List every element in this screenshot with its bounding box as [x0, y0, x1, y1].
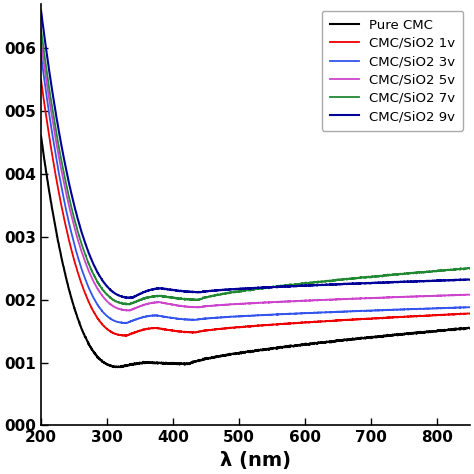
CMC/SiO2 1v: [376, 315, 382, 321]
CMC/SiO2 9v: [455, 277, 460, 283]
Pure CMC: [376, 334, 382, 339]
Line: CMC/SiO2 7v: CMC/SiO2 7v: [41, 29, 470, 304]
Pure CMC: [236, 350, 241, 356]
CMC/SiO2 3v: [376, 308, 382, 313]
CMC/SiO2 5v: [247, 301, 253, 306]
Legend: Pure CMC, CMC/SiO2 1v, CMC/SiO2 3v, CMC/SiO2 5v, CMC/SiO2 7v, CMC/SiO2 9v: Pure CMC, CMC/SiO2 1v, CMC/SiO2 3v, CMC/…: [322, 11, 463, 131]
Line: CMC/SiO2 3v: CMC/SiO2 3v: [41, 55, 470, 323]
CMC/SiO2 1v: [38, 77, 44, 82]
CMC/SiO2 3v: [455, 305, 460, 310]
CMC/SiO2 3v: [455, 305, 460, 310]
Line: CMC/SiO2 1v: CMC/SiO2 1v: [41, 80, 470, 336]
CMC/SiO2 5v: [376, 295, 382, 301]
CMC/SiO2 7v: [38, 27, 44, 32]
CMC/SiO2 5v: [467, 292, 473, 298]
CMC/SiO2 7v: [60, 165, 66, 171]
CMC/SiO2 3v: [123, 320, 129, 326]
Line: CMC/SiO2 5v: CMC/SiO2 5v: [41, 42, 470, 310]
CMC/SiO2 9v: [467, 277, 473, 283]
CMC/SiO2 1v: [455, 311, 460, 317]
X-axis label: λ (nm): λ (nm): [220, 451, 291, 470]
CMC/SiO2 7v: [455, 266, 460, 272]
Pure CMC: [455, 327, 460, 332]
CMC/SiO2 7v: [467, 265, 473, 271]
CMC/SiO2 1v: [455, 311, 460, 317]
Line: CMC/SiO2 9v: CMC/SiO2 9v: [41, 10, 470, 298]
CMC/SiO2 7v: [247, 287, 253, 293]
CMC/SiO2 1v: [123, 333, 129, 338]
CMC/SiO2 5v: [455, 292, 460, 298]
CMC/SiO2 9v: [38, 8, 44, 13]
CMC/SiO2 7v: [376, 273, 382, 279]
CMC/SiO2 5v: [127, 308, 132, 313]
CMC/SiO2 5v: [60, 175, 66, 181]
CMC/SiO2 7v: [455, 266, 460, 272]
CMC/SiO2 5v: [236, 301, 241, 307]
Pure CMC: [38, 133, 44, 139]
CMC/SiO2 3v: [247, 313, 253, 319]
CMC/SiO2 1v: [60, 210, 66, 216]
Pure CMC: [467, 325, 473, 331]
CMC/SiO2 3v: [60, 191, 66, 197]
Pure CMC: [247, 349, 253, 355]
Pure CMC: [114, 365, 120, 370]
CMC/SiO2 9v: [455, 277, 460, 283]
CMC/SiO2 1v: [236, 324, 241, 330]
Line: Pure CMC: Pure CMC: [41, 136, 470, 367]
CMC/SiO2 9v: [60, 150, 66, 156]
Pure CMC: [60, 262, 66, 267]
CMC/SiO2 3v: [236, 313, 241, 319]
CMC/SiO2 5v: [455, 292, 460, 298]
CMC/SiO2 9v: [376, 280, 382, 285]
CMC/SiO2 7v: [236, 288, 241, 294]
CMC/SiO2 9v: [236, 286, 241, 292]
CMC/SiO2 9v: [247, 285, 253, 291]
CMC/SiO2 3v: [467, 304, 473, 310]
CMC/SiO2 5v: [38, 39, 44, 45]
CMC/SiO2 7v: [127, 301, 132, 307]
CMC/SiO2 1v: [467, 311, 473, 317]
CMC/SiO2 1v: [247, 324, 253, 329]
CMC/SiO2 3v: [38, 52, 44, 57]
CMC/SiO2 9v: [127, 295, 132, 301]
Pure CMC: [455, 326, 460, 332]
